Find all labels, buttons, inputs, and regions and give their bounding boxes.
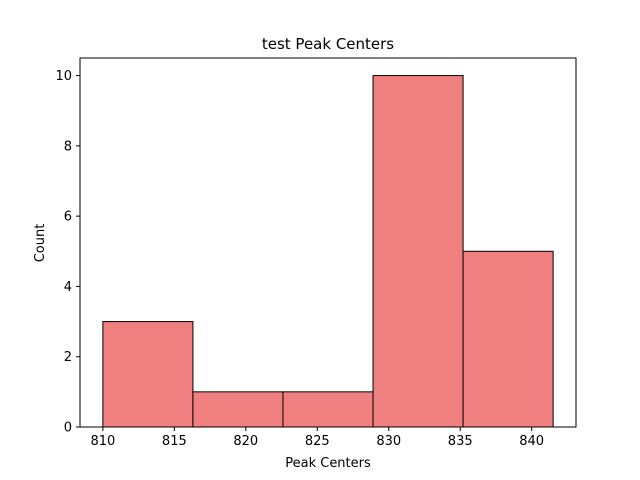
- y-axis-ticks: 0 2 4 6 8 10: [55, 69, 80, 436]
- histogram-bar: [372, 75, 464, 428]
- x-tick-label: 830: [376, 434, 401, 449]
- x-tick-label: 810: [90, 434, 115, 449]
- y-tick-label: 2: [64, 350, 72, 365]
- y-tick-label: 4: [64, 280, 72, 295]
- y-tick-label: 6: [64, 210, 72, 225]
- x-axis-label: Peak Centers: [285, 456, 371, 471]
- y-tick-label: 10: [55, 69, 72, 84]
- y-axis-label: Count: [33, 224, 48, 263]
- histogram-bar: [192, 391, 284, 428]
- chart-title: test Peak Centers: [262, 35, 394, 53]
- plot-frame: [79, 57, 577, 428]
- x-tick-label: 835: [448, 434, 473, 449]
- x-tick-label: 825: [305, 434, 330, 449]
- x-tick-label: 840: [519, 434, 544, 449]
- histogram-bar: [102, 321, 194, 428]
- histogram-bar: [282, 391, 374, 428]
- x-tick-label: 820: [233, 434, 258, 449]
- histogram-bar: [462, 250, 554, 428]
- x-tick-label: 815: [162, 434, 187, 449]
- x-axis-ticks: 810 815 820 825 830 835 840: [90, 427, 544, 449]
- y-tick-label: 0: [64, 421, 72, 436]
- y-tick-label: 8: [64, 139, 72, 154]
- bars-group: [102, 75, 554, 428]
